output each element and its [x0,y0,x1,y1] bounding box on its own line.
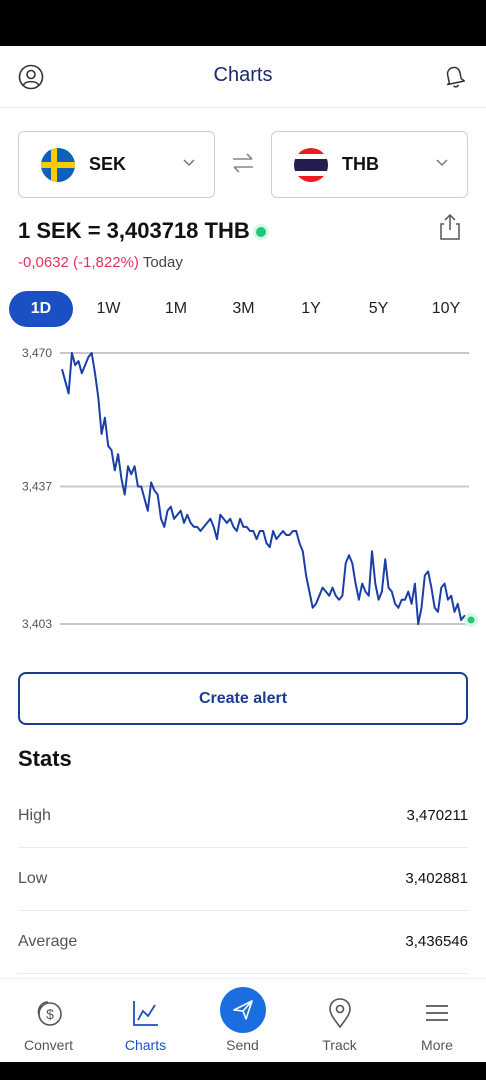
y-tick-label: 3,403 [22,617,52,631]
nav-label: Convert [23,1037,74,1053]
bottom-navigation: $ Convert Charts Send Track More [0,978,486,1062]
nav-label: Track [322,1037,357,1053]
to-currency-code: THB [342,154,379,174]
period-tab-1y[interactable]: 1Y [301,300,321,317]
period-selector: 1D 1W 1M 3M 1Y 5Y 10Y [9,291,479,327]
period-tab-1w[interactable]: 1W [96,300,121,317]
chart-icon [132,1001,158,1026]
chevron-down-icon [183,159,195,167]
rate-change-value: -0,0632 (-1,822%) [18,254,139,271]
nav-label: Charts [124,1037,167,1053]
stat-label: Low [18,870,48,887]
rate-change-period: Today [142,254,183,271]
create-alert-button[interactable]: Create alert [18,672,468,725]
menu-icon [426,1005,448,1021]
page-title: Charts [213,64,273,86]
nav-send[interactable]: Send [194,979,291,1063]
chevron-down-icon [436,159,448,167]
period-tab-3m[interactable]: 3M [232,300,255,317]
live-indicator [256,227,266,237]
stat-label: Average [18,933,78,950]
stat-value: 3,470211 [406,807,468,824]
rate-change: -0,0632 (-1,822%) Today [18,254,183,271]
stats-title: Stats [18,746,72,771]
y-tick-label: 3,470 [22,346,52,360]
app-header: Charts [0,46,486,108]
location-pin-icon [328,998,351,1029]
stat-value: 3,436546 [405,933,468,950]
stat-row-high: High 3,470211 [18,785,468,848]
rate-chart: 3,470 3,437 3,403 [22,346,478,631]
nav-charts[interactable]: Charts [97,979,194,1063]
swap-currencies-icon[interactable] [230,150,256,176]
share-icon[interactable] [438,213,462,241]
nav-label: More [421,1037,453,1053]
send-icon [232,1000,253,1020]
nav-track[interactable]: Track [291,979,388,1063]
stat-label: High [18,807,51,824]
nav-convert[interactable]: $ Convert [0,979,97,1063]
period-tab-1m[interactable]: 1M [164,300,188,317]
current-point [467,616,475,624]
coins-icon: $ [37,1001,62,1026]
series-line [61,352,471,625]
system-gesture-bar [0,1062,486,1080]
svg-text:$: $ [46,1006,54,1022]
profile-icon[interactable] [18,64,44,90]
send-button-circle [219,987,266,1033]
y-tick-label: 3,437 [22,479,52,493]
nav-label: Send [226,1037,259,1053]
bell-icon[interactable] [442,64,466,90]
stat-row-low: Low 3,402881 [18,848,468,911]
period-tab-10y[interactable]: 10Y [431,300,461,317]
to-currency-selector[interactable]: THB [271,131,468,198]
nav-more[interactable]: More [388,979,486,1063]
period-tab-1d[interactable]: 1D [9,291,73,327]
from-currency-selector[interactable]: SEK [18,131,215,198]
stat-row-average: Average 3,436546 [18,911,468,974]
status-bar [0,0,486,46]
thailand-flag-icon [294,148,328,182]
sweden-flag-icon [41,148,75,182]
from-currency-code: SEK [89,154,127,174]
stat-value: 3,402881 [405,870,468,887]
exchange-rate: 1 SEK = 3,403718 THB [18,218,250,243]
period-tab-5y[interactable]: 5Y [368,300,389,317]
